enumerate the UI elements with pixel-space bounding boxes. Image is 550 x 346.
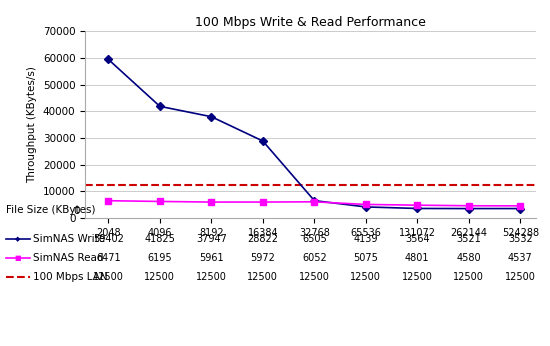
- SimNAS Read: [362, 202, 369, 207]
- Text: 12500: 12500: [248, 272, 278, 282]
- SimNAS Read: [208, 200, 214, 204]
- SimNAS Write: [414, 207, 421, 211]
- Text: SimNAS Write: SimNAS Write: [33, 234, 105, 244]
- SimNAS Write: [208, 115, 214, 119]
- Text: 12500: 12500: [93, 272, 124, 282]
- Text: 5972: 5972: [250, 253, 276, 263]
- Text: 6052: 6052: [302, 253, 327, 263]
- Text: 28822: 28822: [248, 234, 278, 244]
- Text: 3564: 3564: [405, 234, 430, 244]
- Line: SimNAS Read: SimNAS Read: [106, 198, 523, 209]
- Text: 37947: 37947: [196, 234, 227, 244]
- SimNAS Read: [157, 199, 163, 203]
- Text: SimNAS Read: SimNAS Read: [33, 253, 103, 263]
- Text: 12500: 12500: [350, 272, 381, 282]
- Y-axis label: Throughput (KBytes/s): Throughput (KBytes/s): [28, 66, 37, 183]
- SimNAS Read: [260, 200, 266, 204]
- SimNAS Read: [465, 204, 472, 208]
- Text: 3521: 3521: [456, 234, 481, 244]
- Text: 5075: 5075: [354, 253, 378, 263]
- Text: 12500: 12500: [299, 272, 330, 282]
- SimNAS Write: [362, 205, 369, 209]
- Text: 12500: 12500: [453, 272, 484, 282]
- Text: 4537: 4537: [508, 253, 532, 263]
- Text: 41825: 41825: [145, 234, 175, 244]
- SimNAS Read: [311, 200, 318, 204]
- Text: 6195: 6195: [147, 253, 172, 263]
- Text: 12500: 12500: [196, 272, 227, 282]
- Text: 12500: 12500: [145, 272, 175, 282]
- SimNAS Read: [517, 204, 524, 208]
- Text: 59402: 59402: [93, 234, 124, 244]
- Text: 4139: 4139: [354, 234, 378, 244]
- SimNAS Write: [157, 104, 163, 108]
- Text: ■: ■: [14, 255, 21, 261]
- SimNAS Write: [105, 57, 112, 62]
- Text: 3532: 3532: [508, 234, 532, 244]
- SimNAS Write: [517, 207, 524, 211]
- Line: SimNAS Write: SimNAS Write: [106, 57, 523, 211]
- Text: 4580: 4580: [456, 253, 481, 263]
- SimNAS Write: [465, 207, 472, 211]
- SimNAS Write: [311, 199, 318, 203]
- Text: 4801: 4801: [405, 253, 430, 263]
- SimNAS Write: [260, 139, 266, 143]
- Text: 100 Mbps LAN: 100 Mbps LAN: [33, 272, 108, 282]
- Text: 6471: 6471: [96, 253, 120, 263]
- Title: 100 Mbps Write & Read Performance: 100 Mbps Write & Read Performance: [195, 16, 426, 29]
- SimNAS Read: [105, 199, 112, 203]
- Text: File Size (KBytes): File Size (KBytes): [6, 204, 95, 215]
- Text: 12500: 12500: [402, 272, 433, 282]
- Text: 5961: 5961: [199, 253, 224, 263]
- Text: 0: 0: [73, 206, 80, 216]
- Text: 12500: 12500: [505, 272, 536, 282]
- Text: ◆: ◆: [15, 236, 20, 242]
- SimNAS Read: [414, 203, 421, 207]
- Text: 6505: 6505: [302, 234, 327, 244]
